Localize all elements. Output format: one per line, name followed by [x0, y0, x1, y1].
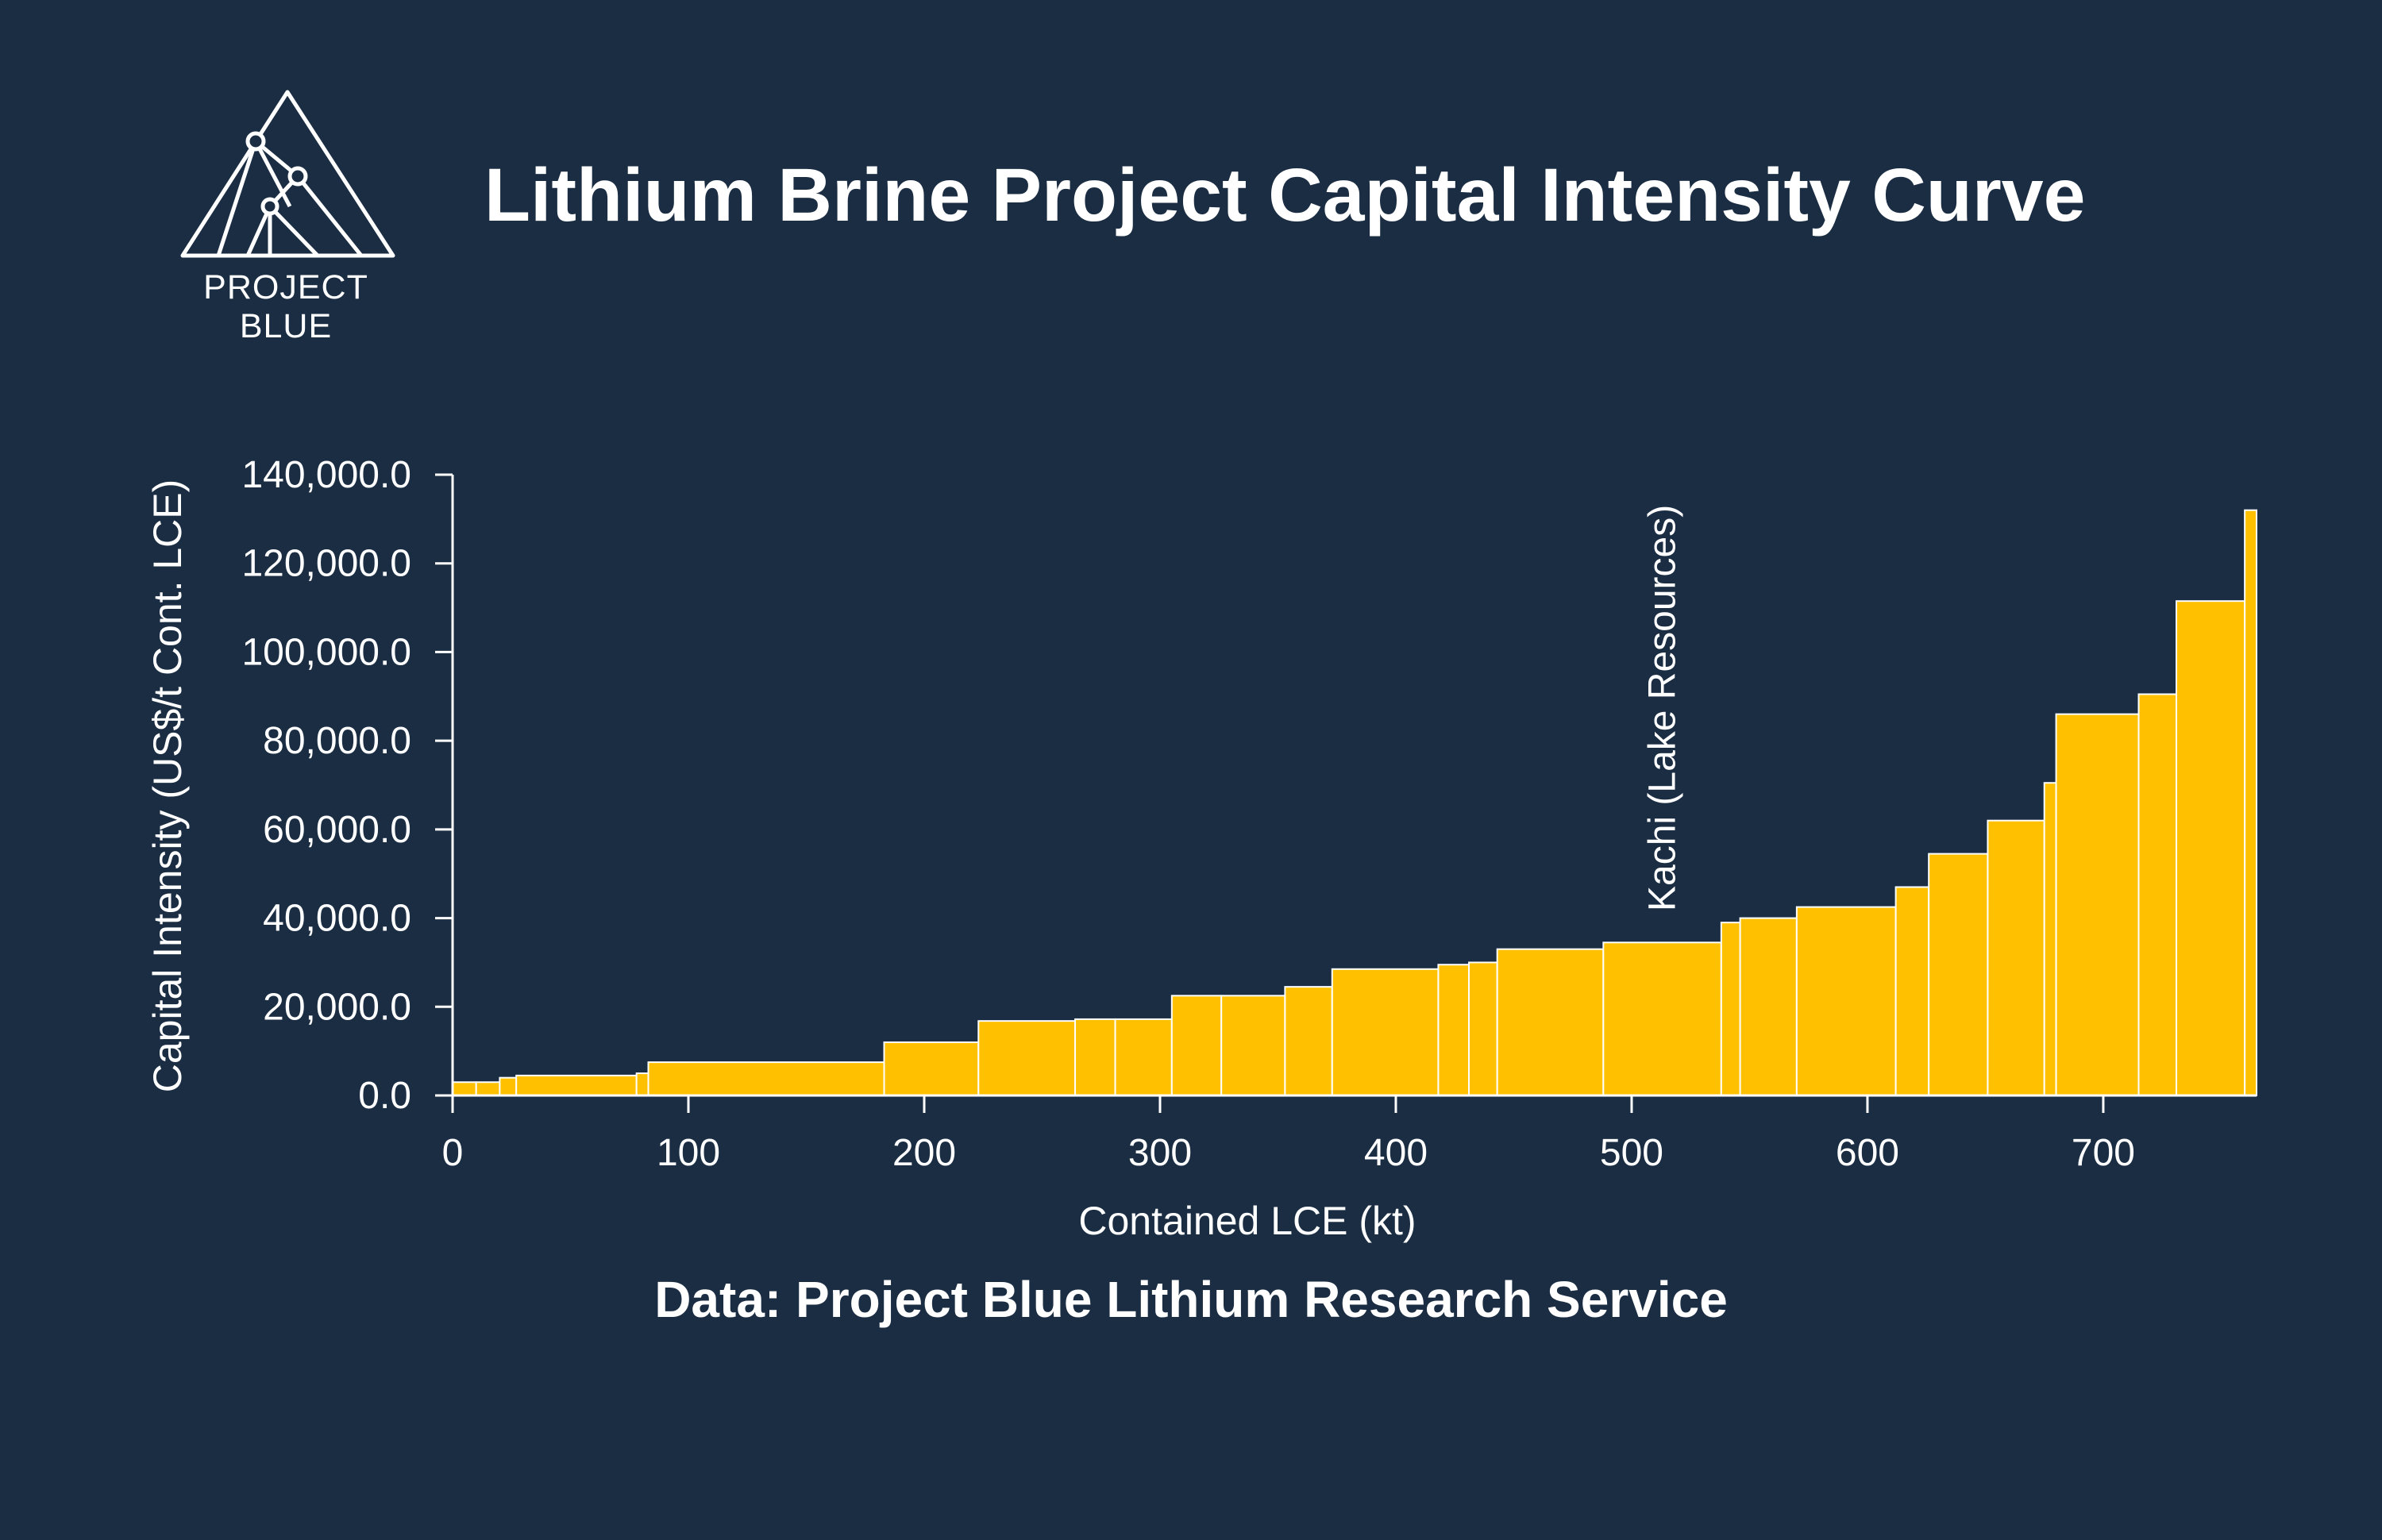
bar-24 — [2043, 782, 2057, 1096]
bar-4 — [635, 1072, 649, 1096]
bar-18 — [1720, 922, 1741, 1096]
y-tick-label-6: 120,000.0 — [241, 543, 411, 585]
chart-title: Lithium Brine Project Capital Intensity … — [484, 153, 2086, 237]
bar-0 — [452, 1081, 477, 1096]
bar-22 — [1928, 853, 1989, 1097]
bar-10 — [1170, 995, 1223, 1096]
y-tick-label-5: 100,000.0 — [241, 631, 411, 673]
bar-20 — [1795, 906, 1897, 1097]
x-tick-label-2: 200 — [892, 1132, 956, 1174]
bar-26 — [2137, 693, 2178, 1096]
x-tick-label-7: 700 — [2072, 1132, 2135, 1174]
x-tick-label-4: 400 — [1364, 1132, 1428, 1174]
data-source: Data: Project Blue Lithium Research Serv… — [654, 1271, 1728, 1328]
y-axis-label: Capital Intensity (US$/t Cont. LCE) — [145, 479, 190, 1093]
y-tick-label-4: 80,000.0 — [263, 720, 411, 762]
bar-16 — [1496, 948, 1605, 1096]
kachi-annotation: Kachi (Lake Resources) — [1642, 505, 1684, 911]
bar-11 — [1220, 995, 1286, 1096]
bar-12 — [1284, 986, 1333, 1097]
bar-28 — [2244, 509, 2258, 1096]
bar-2 — [499, 1076, 518, 1096]
bar-23 — [1987, 819, 2045, 1096]
x-axis-label: Contained LCE (kt) — [1078, 1199, 1416, 1243]
x-tick-label-6: 600 — [1836, 1132, 1899, 1174]
bar-19 — [1739, 917, 1798, 1096]
bar-17 — [1602, 941, 1722, 1096]
bar-7 — [977, 1020, 1077, 1097]
bar-1 — [475, 1081, 501, 1096]
bar-27 — [2176, 600, 2246, 1096]
bar-8 — [1074, 1018, 1116, 1096]
bar-25 — [2055, 713, 2140, 1097]
bar-6 — [883, 1041, 980, 1097]
y-tick-label-0: 0.0 — [358, 1075, 411, 1117]
bar-5 — [647, 1061, 885, 1097]
bar-15 — [1468, 961, 1498, 1097]
y-tick-label-7: 140,000.0 — [241, 454, 411, 496]
x-tick-label-3: 300 — [1128, 1132, 1192, 1174]
x-tick-label-5: 500 — [1600, 1132, 1663, 1174]
y-tick-label-3: 60,000.0 — [263, 809, 411, 851]
project-blue-logo-icon — [180, 90, 395, 258]
y-tick-label-2: 40,000.0 — [263, 898, 411, 940]
bar-9 — [1114, 1018, 1173, 1096]
x-tick-label-1: 100 — [657, 1132, 720, 1174]
bar-13 — [1331, 968, 1440, 1096]
bar-21 — [1894, 886, 1930, 1096]
x-tick-label-0: 0 — [442, 1132, 464, 1174]
bar-3 — [515, 1074, 638, 1096]
logo-text: PROJECT BLUE — [203, 268, 368, 345]
y-tick-label-1: 20,000.0 — [263, 986, 411, 1028]
bar-14 — [1437, 964, 1470, 1096]
